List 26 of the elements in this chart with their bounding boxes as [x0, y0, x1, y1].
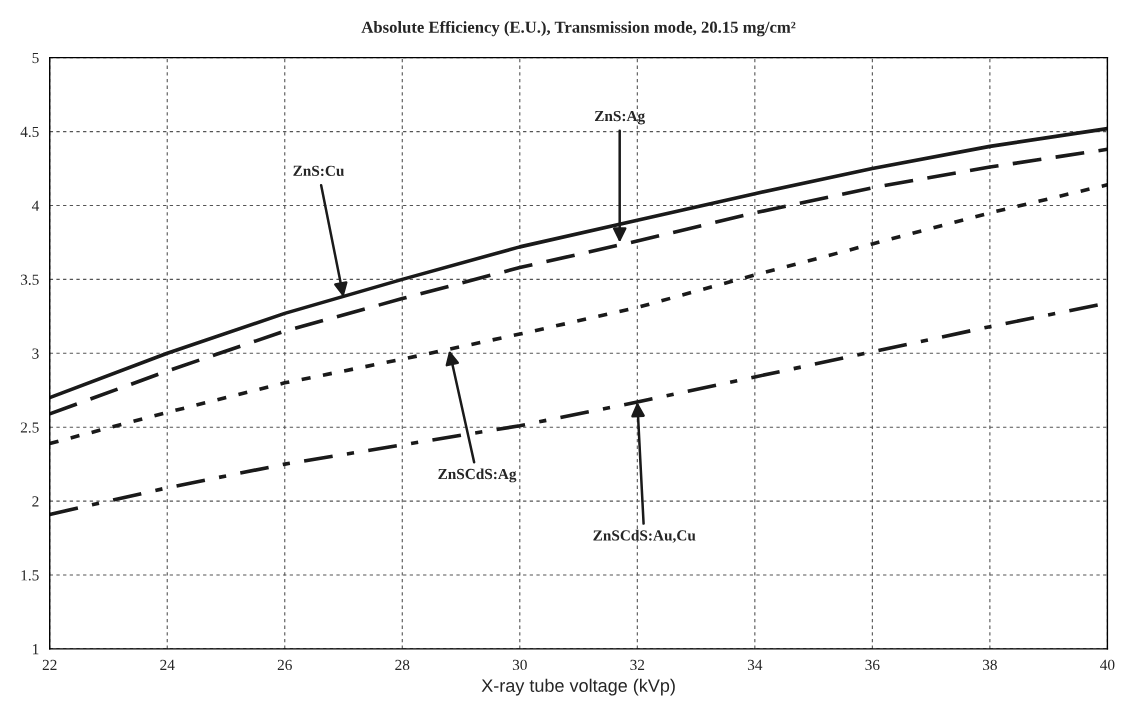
- x-tick-label: 24: [160, 659, 175, 670]
- x-tick-label: 36: [865, 659, 880, 671]
- y-tick-label: 3: [32, 348, 39, 359]
- x-tick-label: 34: [747, 659, 763, 671]
- x-tick-label: 26: [277, 659, 292, 671]
- x-tick-label: 32: [630, 659, 645, 671]
- x-tick-label: 30: [512, 659, 527, 671]
- x-tick-label: 22: [42, 659, 57, 670]
- line-series: [49, 182, 1108, 446]
- y-tick-label: 2.5: [20, 422, 39, 433]
- chart-title: Absolute Efficiency (E.U.), Transmission mode, 20.15 mg/cm²: [361, 20, 796, 37]
- annotation: ZnS:Ag: [594, 110, 646, 125]
- y-tick-label: 2: [32, 496, 39, 507]
- y-tick-label: 5: [32, 52, 39, 64]
- y-tick-label: 4.5: [20, 126, 39, 138]
- x-tick-label: 28: [395, 659, 410, 671]
- annotation: ZnS:Cu: [293, 165, 345, 177]
- annotation: ZnSCdS:Au,Cu: [593, 529, 696, 543]
- x-tick-label: 40: [1100, 659, 1115, 671]
- x-axis-title: X-ray tube voltage (kVp): [481, 678, 675, 696]
- y-tick-label: 1: [33, 644, 39, 655]
- annotation: ZnSCdS:Ag: [438, 468, 517, 483]
- y-tick-label: 1.5: [21, 570, 39, 581]
- y-tick-label: 3.5: [20, 274, 39, 285]
- y-tick-label: 4: [31, 200, 40, 211]
- x-tick-label: 38: [982, 659, 997, 671]
